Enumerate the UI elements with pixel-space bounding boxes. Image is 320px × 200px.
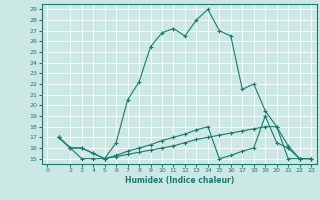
X-axis label: Humidex (Indice chaleur): Humidex (Indice chaleur) [124, 176, 234, 185]
